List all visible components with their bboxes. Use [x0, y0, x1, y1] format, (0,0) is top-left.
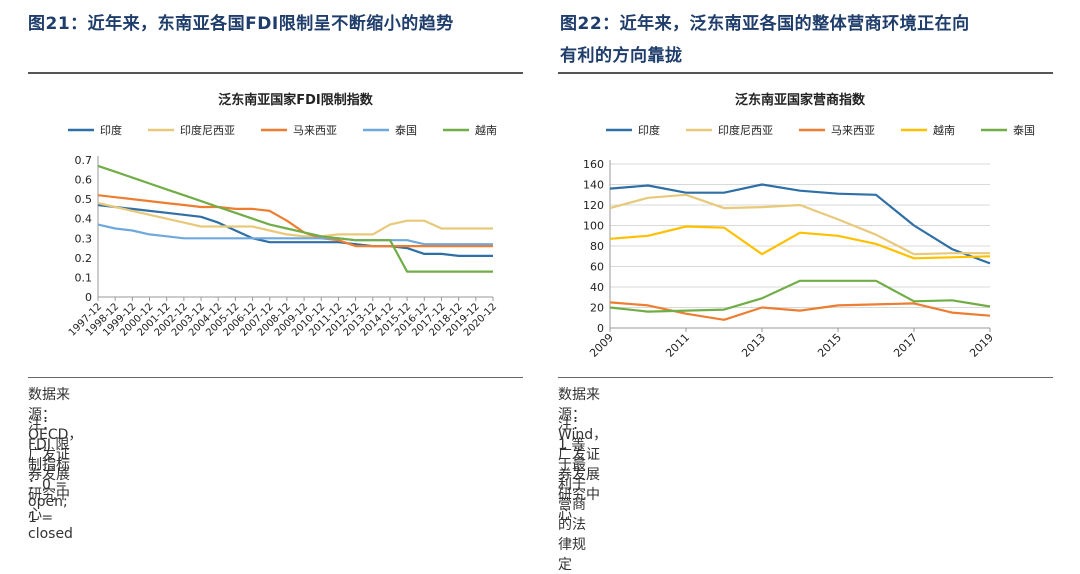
chart-title: 泛东南亚国家营商指数 — [735, 92, 866, 108]
left-bottom-rule — [28, 377, 523, 378]
legend-label: 印度 — [100, 123, 122, 137]
legend-label: 印度尼西亚 — [718, 123, 773, 137]
legend-label: 越南 — [933, 123, 955, 137]
y-tick-label: 40 — [590, 281, 604, 294]
left-footnote: 注：FDI 限制指标 ：0 = open; 1 = closed — [28, 417, 73, 542]
series-line — [609, 183, 991, 265]
x-tick-label: 2009 — [587, 331, 616, 360]
x-tick-label: 2015 — [815, 331, 844, 360]
x-tick-label: 2017 — [891, 331, 920, 360]
chart-title: 泛东南亚国家FDI限制指数 — [218, 92, 374, 108]
right-figure-title-line2: 有利的方向靠拢 — [560, 46, 683, 66]
y-tick-label: 160 — [583, 158, 604, 171]
y-tick-label: 0.5 — [75, 193, 93, 206]
y-tick-label: 0.2 — [75, 252, 93, 265]
legend-label: 越南 — [475, 123, 497, 137]
x-tick-label: 2011 — [663, 331, 692, 360]
right-figure-title: 图22：近年来，泛东南亚各国的整体营商环境正在向 有利的方向靠拢 — [560, 8, 1060, 72]
y-tick-label: 80 — [590, 240, 604, 253]
series-line — [97, 203, 493, 257]
series-line — [609, 225, 991, 260]
x-tick-label: 2019 — [967, 331, 996, 360]
right-figure-title-line1: 图22：近年来，泛东南亚各国的整体营商环境正在向 — [560, 14, 970, 34]
y-tick-label: 120 — [583, 199, 604, 212]
series-line — [609, 279, 991, 313]
legend-label: 印度尼西亚 — [180, 123, 235, 137]
y-tick-label: 0.7 — [75, 154, 93, 167]
legend-label: 泰国 — [1013, 123, 1035, 137]
y-tick-label: 20 — [590, 302, 604, 315]
legend-label: 印度 — [638, 123, 660, 137]
left-top-rule — [28, 72, 523, 74]
right-bottom-rule — [558, 377, 1053, 378]
series-line — [97, 223, 493, 246]
series-line — [97, 202, 493, 238]
y-tick-label: 0.4 — [75, 213, 93, 226]
y-tick-label: 0 — [85, 291, 92, 304]
y-tick-label: 0.6 — [75, 174, 93, 187]
y-tick-label: 100 — [583, 220, 604, 233]
legend-label: 马来西亚 — [293, 124, 337, 137]
x-tick-label: 2013 — [739, 331, 768, 360]
left-figure-title: 图21：近年来，东南亚各国FDI限制呈不断缩小的趋势 — [28, 14, 454, 34]
legend-label: 泰国 — [395, 123, 417, 137]
series-line — [97, 194, 493, 248]
y-tick-label: 140 — [583, 179, 604, 192]
y-tick-label: 0.1 — [75, 271, 93, 284]
right-top-rule — [558, 72, 1053, 74]
series-line — [97, 164, 493, 273]
legend-label: 马来西亚 — [831, 124, 875, 137]
y-tick-label: 0 — [597, 322, 604, 335]
series-line — [609, 193, 990, 256]
y-tick-label: 60 — [590, 261, 604, 274]
right-footnote: 注：1 等于最利于营商的法律规定 — [558, 417, 586, 573]
y-tick-label: 0.3 — [75, 232, 93, 245]
